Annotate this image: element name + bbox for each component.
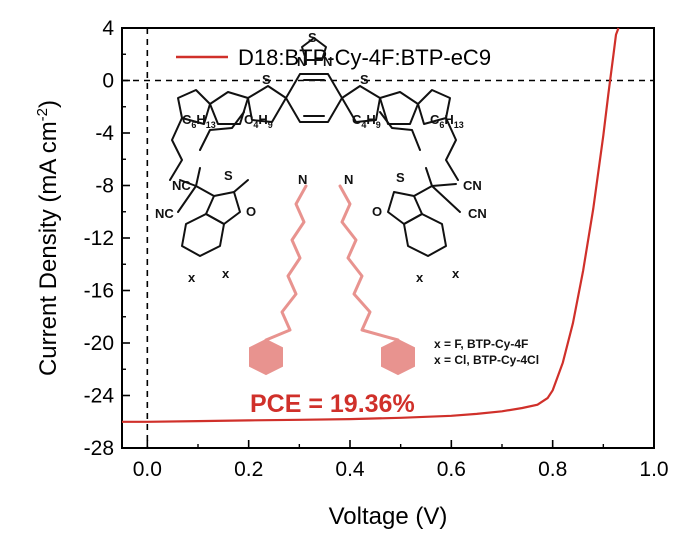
cyano-left-bottom: NC (155, 206, 174, 221)
x-tick-label: 0.6 (437, 458, 466, 481)
legend: D18:BTP-Cy-4F:BTP-eC9 (176, 45, 491, 70)
oxygen-left: O (246, 204, 256, 219)
x-tick-label: 0.4 (335, 458, 365, 481)
legend-label: D18:BTP-Cy-4F:BTP-eC9 (238, 45, 491, 70)
axes-layer: 0.0 0.2 0.4 0.6 0.8 1.0 4 0 -4 -8 -12 -16 -20 -24 -28 (84, 17, 669, 481)
x-tick-label: 1.0 (639, 458, 668, 481)
note-chlorine: x = Cl, BTP-Cy-4Cl (434, 353, 539, 367)
alkyl-left-main: C6H13 (182, 112, 216, 130)
cyclohexyl-right (381, 338, 415, 376)
x-tick-label: 0.0 (133, 458, 162, 481)
atom-n-btd-left: N (297, 54, 306, 69)
x-tick-label: 0.8 (538, 458, 567, 481)
cyano-right-bottom: CN (468, 206, 487, 221)
y-tick-label: 0 (102, 70, 114, 93)
atom-n-left: N (298, 172, 307, 187)
cyano-right-top: CN (463, 178, 482, 193)
halogen-right-1: x (416, 270, 424, 285)
x-tick-label: 0.2 (234, 458, 263, 481)
y-tick-label: -28 (84, 437, 114, 460)
atom-s-right-2: S (396, 170, 405, 185)
atom-s-left-1: S (262, 72, 271, 87)
atom-s-right-1: S (360, 72, 369, 87)
atom-s-top: S (308, 30, 317, 45)
atom-n-btd-right: N (323, 54, 332, 69)
halogen-left-2: x (222, 266, 230, 281)
cyano-left-top: NC (172, 178, 191, 193)
alkyl-right-branch: C4H9 (352, 112, 381, 130)
plot-frame (121, 27, 655, 449)
y-tick-label: -4 (95, 122, 114, 145)
pce-annotation: PCE = 19.36% (250, 390, 415, 418)
y-tick-label: -24 (84, 385, 115, 408)
atom-n-right: N (344, 172, 353, 187)
oxygen-right: O (372, 204, 382, 219)
y-tick-label: -20 (84, 332, 114, 355)
molecule-structure: S N N S S N S S N C6H13 C4H9 C4H9 C6H13 (155, 30, 539, 376)
note-fluorine: x = F, BTP-Cy-4F (434, 337, 528, 351)
alkyl-right-main: C6H13 (430, 112, 464, 130)
y-tick-label: -16 (84, 280, 114, 303)
y-tick-label: -8 (95, 175, 114, 198)
halogen-left-1: x (188, 270, 196, 285)
x-axis-title: Voltage (V) (329, 503, 448, 530)
y-tick-label: 4 (102, 17, 114, 40)
cyclohexyl-left (249, 338, 283, 376)
y-axis-title: Current Density (mA cm-2) (34, 100, 62, 376)
y-tick-label: -12 (84, 227, 114, 250)
alkyl-left-branch: C4H9 (244, 112, 273, 130)
atom-s-left-2: S (224, 168, 233, 183)
halogen-right-2: x (452, 266, 460, 281)
jv-curve-series (122, 27, 620, 423)
